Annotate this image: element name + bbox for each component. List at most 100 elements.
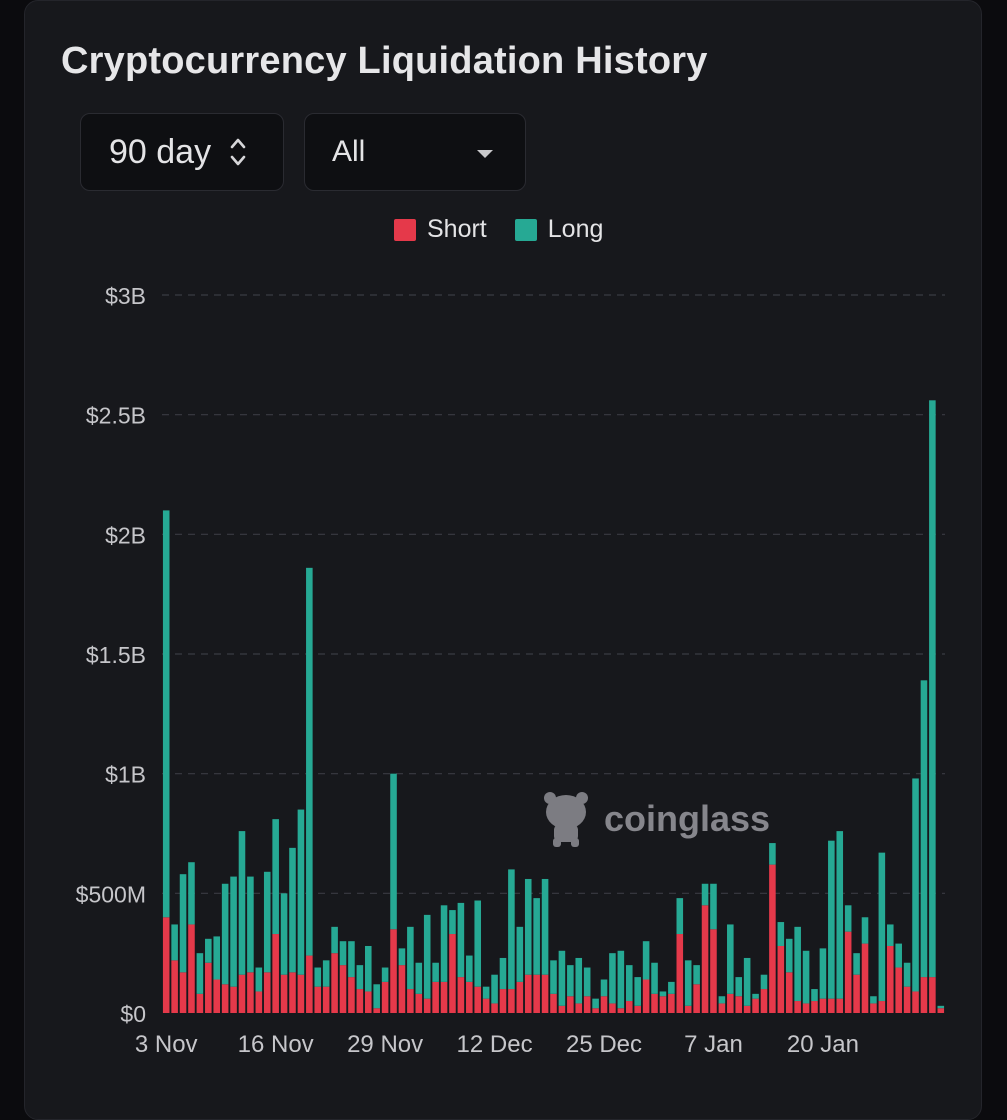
bar-short [609,1003,616,1013]
bar-short [474,986,482,1013]
bar-short [213,979,221,1013]
caret-down-icon [477,150,493,158]
bar-short [701,905,709,1013]
bar-short [533,974,540,1013]
bar-short [238,974,246,1013]
bar-short [306,955,313,1013]
bar-long [642,941,650,980]
bar-short [617,1008,625,1013]
bar-long [348,941,355,978]
bar-short [625,1001,633,1013]
bar-short [777,945,785,1013]
bar-short [482,998,490,1013]
bar-long [912,778,919,992]
bar-short [356,989,364,1013]
bar-short [895,967,902,1013]
bar-short [937,1008,945,1013]
bar-long [929,400,936,978]
bar-short [171,960,178,1013]
legend-swatch-short [394,218,416,241]
y-tick-label: $3B [105,283,146,309]
bar-short [499,989,507,1013]
bar-long [457,902,465,978]
bar-long [263,871,271,973]
chart-legend: Short Long [394,215,631,244]
bar-long [668,981,675,994]
legend-item-long[interactable]: Long [514,215,603,244]
bar-long [339,941,347,966]
bar-short [230,986,237,1013]
bar-long [381,967,389,982]
bar-short [861,943,869,1013]
bar-short [289,972,296,1013]
bar-short [440,981,448,1013]
bar-long [752,993,759,999]
bar-long [651,962,658,994]
bar-long [735,977,743,997]
page-title: Cryptocurrency Liquidation History [61,40,708,82]
coin-filter-select[interactable]: All [304,113,526,191]
bar-short [668,993,675,1013]
time-range-value: 90 day [109,132,212,171]
watermark-text: coinglass [604,798,771,839]
bar-long [828,840,835,999]
y-tick-label: $1.5B [86,642,146,668]
x-tick-label: 20 Jan [787,1031,859,1058]
legend-label-short: Short [427,215,487,243]
bar-short [634,1005,641,1013]
bar-long [491,974,498,1004]
x-tick-label: 3 Nov [135,1031,198,1058]
bar-long [423,914,431,999]
bar-short [508,989,515,1013]
bar-long [272,819,279,935]
bar-short [541,974,549,1013]
y-tick-label: $2B [105,522,146,548]
bar-long [558,950,566,1006]
bar-short [390,929,397,1013]
time-range-select[interactable]: 90 day [80,113,284,191]
bar-long [390,773,397,930]
y-tick-label: $0 [120,1001,146,1027]
bar-long [508,869,515,990]
bar-short [600,996,608,1013]
bar-long [920,680,928,978]
bar-short [196,993,204,1013]
bar-long [634,977,641,1006]
bar-long [238,831,246,975]
bar-long [314,967,322,987]
bar-short [575,1003,583,1013]
bar-short [811,1001,818,1013]
bar-short [828,998,835,1013]
bar-short [920,977,928,1013]
x-tick-label: 16 Nov [238,1031,314,1058]
bar-long [861,917,869,944]
bar-long [895,943,902,968]
bar-short [524,974,532,1013]
up-down-chevron-icon [230,138,246,166]
bar-short [339,965,347,1013]
bar-long [811,989,818,1002]
coinglass-watermark: coinglass [540,790,770,848]
bar-long [213,936,221,980]
bar-short [684,1005,692,1013]
bar-long [407,926,414,990]
bar-short [457,977,465,1013]
bar-long [550,960,557,994]
bar-long [364,945,372,992]
bar-short [743,1005,751,1013]
bar-short [255,991,263,1013]
bar-long [322,960,330,987]
bar-long [727,924,734,994]
bar-long [297,809,305,975]
bar-long [794,926,801,1002]
bar-short [162,917,170,1013]
bar-long [718,996,726,1004]
bar-long [533,898,540,975]
bar-short [878,1001,886,1013]
legend-item-short[interactable]: Short [394,215,487,244]
bar-short [423,998,431,1013]
bar-short [710,929,717,1013]
bar-long [331,926,338,954]
bar-long [769,843,776,865]
x-tick-label: 29 Nov [347,1031,423,1058]
